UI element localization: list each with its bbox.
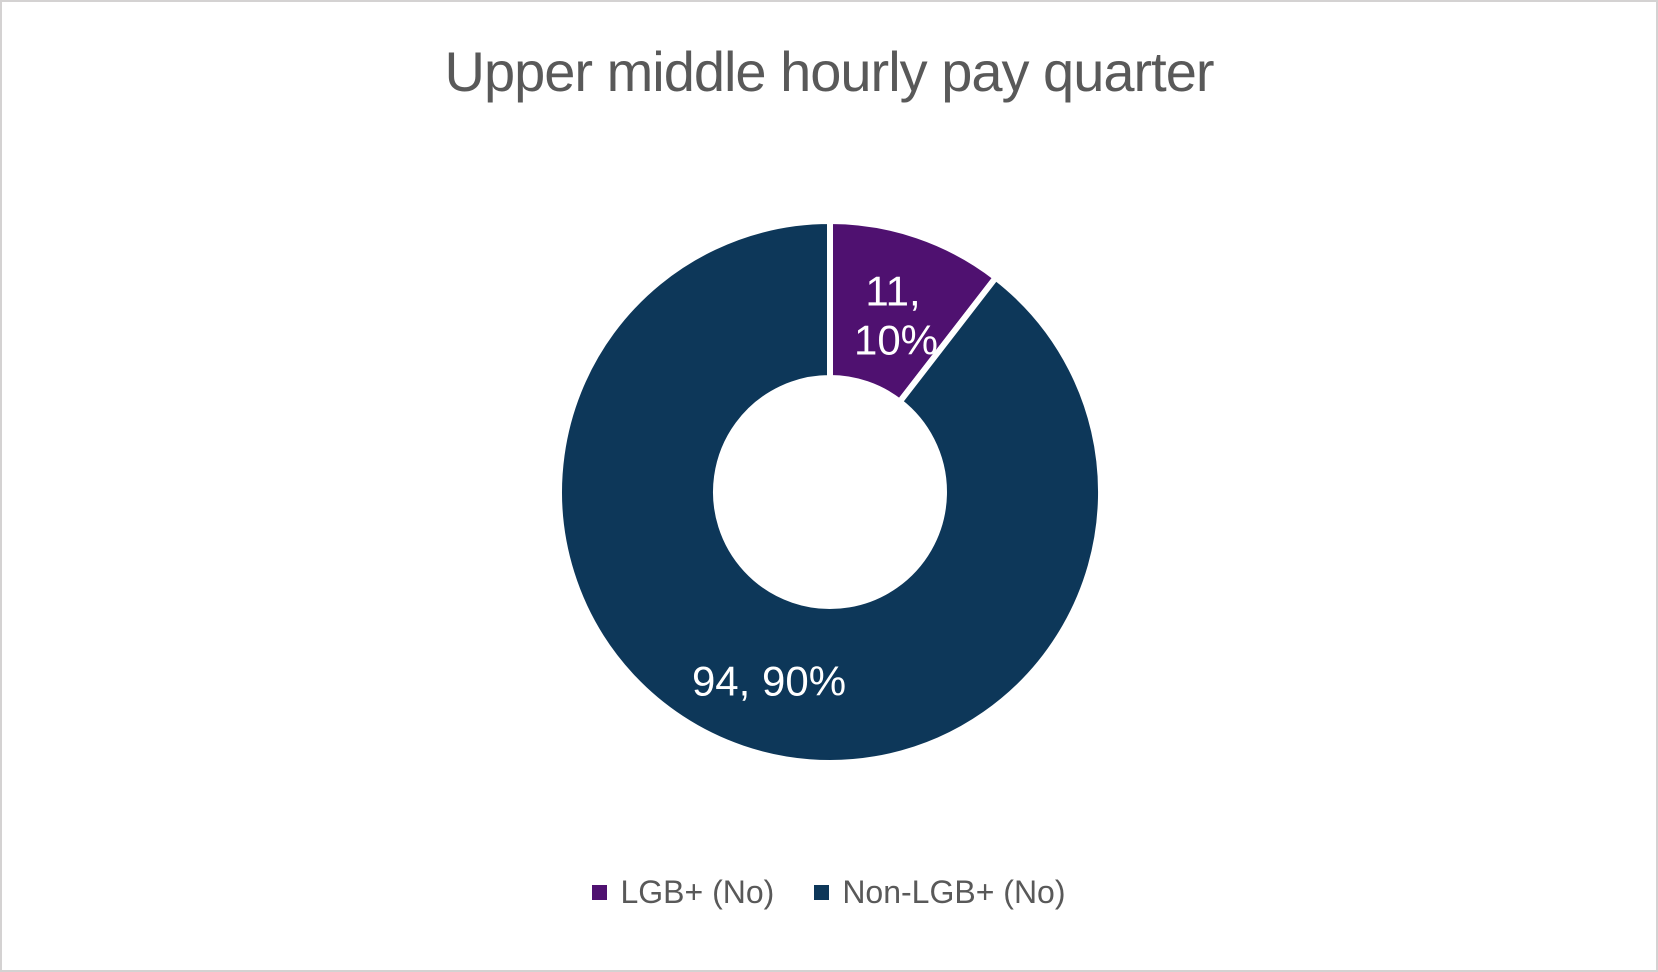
legend-label-non-lgb: Non-LGB+ (No) bbox=[842, 874, 1066, 910]
chart-legend: LGB+ (No) Non-LGB+ (No) bbox=[2, 874, 1656, 911]
legend-label-lgb: LGB+ (No) bbox=[620, 874, 775, 910]
legend-item-lgb[interactable]: LGB+ (No) bbox=[592, 874, 774, 911]
pie-slice-lgb[interactable] bbox=[827, 217, 1001, 407]
legend-item-non-lgb[interactable]: Non-LGB+ (No) bbox=[814, 874, 1066, 911]
legend-marker-lgb-icon bbox=[592, 885, 608, 900]
data-label-non-lgb: 94, 90% bbox=[692, 658, 846, 705]
data-label-lgb-line1: 11, bbox=[865, 268, 920, 315]
data-label-lgb-line2: 10% bbox=[854, 317, 938, 364]
chart-title: Upper middle hourly pay quarter bbox=[444, 40, 1215, 103]
pie-slice-non-lgb[interactable] bbox=[556, 217, 1105, 766]
legend-marker-non-lgb-icon bbox=[814, 885, 830, 900]
